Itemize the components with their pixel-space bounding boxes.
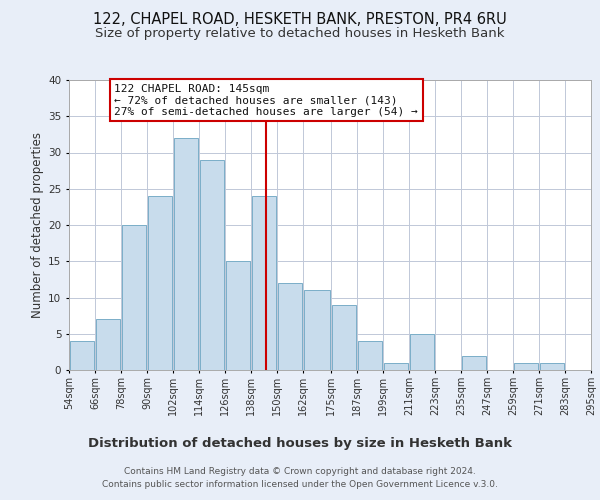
Bar	[514, 363, 538, 370]
Bar	[174, 138, 198, 370]
Bar	[462, 356, 486, 370]
Text: Contains public sector information licensed under the Open Government Licence v.: Contains public sector information licen…	[102, 480, 498, 489]
Text: Distribution of detached houses by size in Hesketh Bank: Distribution of detached houses by size …	[88, 438, 512, 450]
Bar	[540, 363, 564, 370]
Bar	[278, 283, 302, 370]
Text: Size of property relative to detached houses in Hesketh Bank: Size of property relative to detached ho…	[95, 28, 505, 40]
Bar	[252, 196, 276, 370]
Bar	[200, 160, 224, 370]
Bar	[304, 290, 330, 370]
Bar	[96, 320, 120, 370]
Bar	[122, 225, 146, 370]
Bar	[384, 363, 408, 370]
Bar	[410, 334, 434, 370]
Bar	[332, 304, 356, 370]
Y-axis label: Number of detached properties: Number of detached properties	[31, 132, 44, 318]
Text: Contains HM Land Registry data © Crown copyright and database right 2024.: Contains HM Land Registry data © Crown c…	[124, 467, 476, 476]
Text: 122, CHAPEL ROAD, HESKETH BANK, PRESTON, PR4 6RU: 122, CHAPEL ROAD, HESKETH BANK, PRESTON,…	[93, 12, 507, 28]
Text: 122 CHAPEL ROAD: 145sqm
← 72% of detached houses are smaller (143)
27% of semi-d: 122 CHAPEL ROAD: 145sqm ← 72% of detache…	[115, 84, 418, 117]
Bar	[70, 341, 94, 370]
Bar	[226, 261, 250, 370]
Bar	[358, 341, 382, 370]
Bar	[148, 196, 172, 370]
